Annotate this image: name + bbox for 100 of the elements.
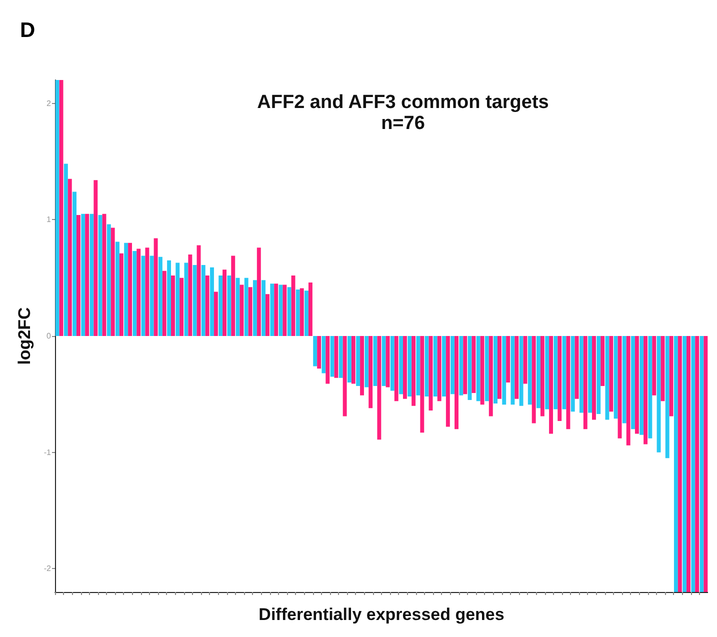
bar [94, 180, 98, 336]
bar [64, 164, 68, 336]
bar [631, 336, 635, 430]
bar [459, 336, 464, 396]
bar [322, 336, 326, 374]
bar [498, 336, 502, 399]
y-tick-label: -2 [44, 564, 52, 574]
bar [360, 336, 364, 396]
bar [132, 251, 137, 336]
bar [402, 336, 407, 399]
bar [274, 284, 278, 336]
bar [549, 336, 553, 434]
bar [558, 336, 562, 421]
bar [704, 336, 708, 592]
bar [488, 336, 493, 416]
bar [682, 336, 687, 592]
bar [412, 336, 416, 406]
bar [408, 336, 412, 397]
bar [326, 336, 330, 384]
bar [72, 192, 76, 336]
bar [124, 242, 128, 336]
bar [399, 336, 403, 394]
bar [536, 336, 540, 408]
bar [437, 336, 442, 402]
bar [313, 336, 318, 366]
bar [566, 336, 570, 430]
bar [463, 336, 468, 394]
bar [588, 336, 592, 413]
bar [634, 336, 639, 434]
bar [188, 254, 192, 336]
bar [605, 336, 610, 420]
bar [669, 336, 674, 416]
bar [90, 214, 94, 336]
bar [244, 278, 248, 336]
y-tick-label: -1 [44, 448, 52, 457]
bar [351, 336, 356, 384]
text: AFF2 and AFF3 common targets [257, 92, 549, 113]
bar [476, 336, 480, 402]
bar [454, 336, 458, 430]
bar [214, 292, 218, 336]
bar [342, 336, 347, 416]
bar [240, 284, 244, 336]
bar [55, 80, 60, 336]
y-tick-label: 1 [46, 215, 52, 224]
bar [270, 284, 274, 336]
bar [450, 336, 455, 394]
bar [382, 336, 386, 386]
bar [210, 267, 214, 336]
bar [644, 336, 648, 444]
bar [554, 336, 558, 410]
bar [110, 228, 115, 336]
bar [446, 336, 450, 427]
bar [338, 336, 343, 378]
bar [296, 289, 300, 336]
bar [205, 275, 210, 336]
bar [116, 242, 120, 336]
bar [686, 336, 690, 592]
bar [167, 260, 172, 336]
y-axis-title: log2FC [15, 307, 34, 365]
bar [609, 336, 614, 412]
bar [640, 336, 644, 435]
bar [76, 214, 80, 336]
bar [256, 248, 261, 336]
bar [545, 336, 550, 410]
bar [282, 284, 287, 336]
bar [579, 336, 584, 413]
bar [201, 265, 206, 336]
bar [98, 214, 102, 336]
bar [424, 336, 429, 397]
bar [394, 336, 398, 402]
bar [317, 336, 322, 369]
bar [266, 294, 270, 336]
bar [386, 336, 390, 388]
bar [356, 336, 360, 386]
bar [330, 336, 334, 377]
bar [614, 336, 618, 419]
bar [171, 275, 175, 336]
bar [600, 336, 605, 386]
bar [119, 253, 124, 336]
bar [596, 336, 601, 414]
bar [540, 336, 544, 416]
bar [494, 336, 498, 404]
bar [347, 336, 352, 383]
bar [678, 336, 682, 592]
bar [231, 256, 236, 336]
bar [248, 287, 252, 336]
bar [262, 280, 266, 336]
bar [158, 256, 162, 336]
bar [222, 270, 227, 336]
bar [622, 336, 626, 424]
bar [218, 275, 223, 336]
bar [180, 278, 184, 336]
bar [287, 287, 292, 336]
bar [660, 336, 665, 402]
bar [514, 336, 519, 399]
bar [278, 284, 283, 336]
bar [68, 178, 72, 336]
bar [416, 336, 420, 396]
bar [665, 336, 670, 458]
bar [433, 336, 438, 397]
